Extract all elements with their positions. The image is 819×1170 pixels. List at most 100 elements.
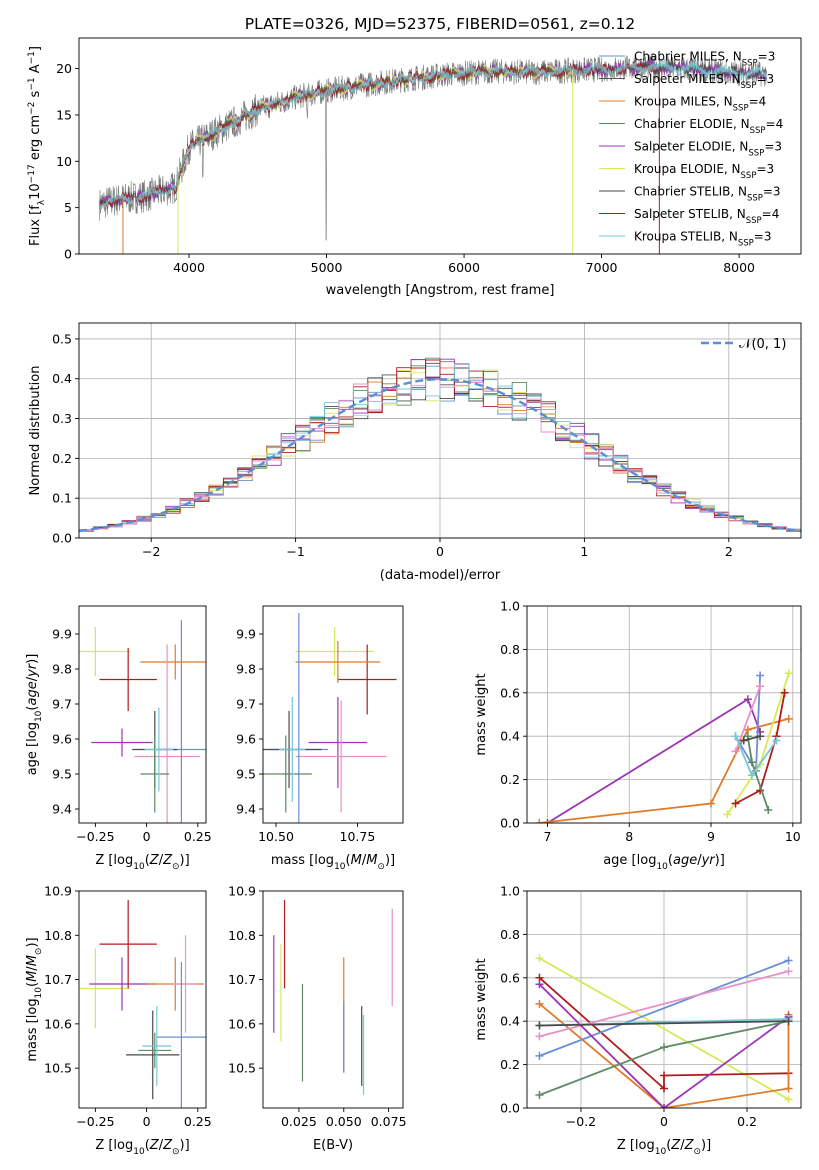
x-tick-label: 0.050 [326, 1114, 362, 1129]
y-tick-label: 0.2 [500, 772, 520, 787]
weight-point-marker [660, 1104, 668, 1108]
legend-entry: 𝒩(0, 1) [739, 337, 786, 352]
weight-series-line [539, 959, 789, 1057]
weight-point-marker [543, 819, 552, 823]
y-tick-label: 0.2 [500, 1057, 520, 1072]
y-tick-label: 10 [56, 154, 72, 169]
x-tick-label: 9 [707, 829, 715, 844]
x-tick-label: −1 [286, 544, 304, 559]
y-tick-label: 0.6 [500, 970, 520, 985]
weight-point-marker [784, 1084, 793, 1093]
legend-entry: Salpeter STELIB, NSSP=4 [634, 207, 779, 226]
weight-point-marker [535, 1051, 544, 1060]
axes-frame [78, 605, 207, 824]
x-tick-label: 0.025 [281, 1114, 317, 1129]
histogram-step-line [79, 378, 801, 533]
weight-point-marker [707, 799, 716, 808]
weight-point-marker [660, 1084, 668, 1093]
weight-point-marker [764, 805, 773, 814]
weight-point-marker [784, 967, 793, 976]
y-tick-label: 10.9 [228, 884, 256, 899]
legend-entry: Kroupa ELODIE, NSSP=3 [634, 162, 774, 181]
y-tick-label: 9.9 [52, 627, 72, 642]
y-tick-label: 1.0 [500, 884, 520, 899]
plot-area [99, 54, 767, 254]
y-tick-label: 10.9 [44, 884, 72, 899]
weight-point-marker [756, 671, 765, 680]
panel-residuals: −2 −1 0 1 2 0.0 0.1 0.2 0.3 0.4 0.5 (data-model)/er… [28, 322, 802, 583]
y-tick-label: 0.6 [500, 685, 520, 700]
y-tick-label: 10.6 [228, 1016, 256, 1031]
x-tick-label: 6000 [448, 260, 480, 275]
weight-point-marker [731, 732, 740, 741]
y-axis-label: mass weight [474, 673, 489, 755]
x-tick-label: 0 [436, 544, 444, 559]
x-axis-label: (data-model)/error [380, 568, 501, 583]
y-tick-label: 10.8 [228, 928, 256, 943]
weight-point-marker [535, 819, 544, 823]
y-tick-label: 0.4 [52, 371, 72, 386]
weight-point-marker [756, 682, 765, 691]
x-tick-label: 4000 [173, 260, 205, 275]
weight-point-marker [535, 980, 544, 989]
y-tick-label: 9.9 [236, 627, 256, 642]
y-tick-label: 9.6 [52, 732, 72, 747]
x-axis-label: Z [log10(Z/Z⊙)] [95, 1138, 189, 1157]
y-tick-label: 10.8 [44, 928, 72, 943]
y-axis-label: Normed distribution [28, 366, 43, 496]
spectrum-model-line [99, 60, 767, 212]
legend: Chabrier MILES, NSSP=3 Salpeter MILES, NS… [599, 50, 783, 249]
y-tick-label: 0.4 [500, 1014, 520, 1029]
x-tick-label: −0.25 [76, 1114, 114, 1129]
y-tick-label: 9.8 [236, 662, 256, 677]
weight-point-marker [784, 714, 793, 723]
weight-point-marker [743, 695, 752, 704]
weight-series-line [539, 717, 789, 823]
y-tick-label: 10.7 [228, 972, 256, 987]
x-axis-label: age [log10(age/yr)] [603, 853, 725, 872]
x-tick-label: 7 [543, 829, 551, 844]
x-tick-label: 7000 [586, 260, 618, 275]
y-axis-label: Flux [fλ10−17 erg cm−2 s−1 A−1] [27, 46, 47, 246]
plot-area [273, 899, 393, 1095]
y-tick-label: 0 [64, 247, 72, 262]
panel-weight_vs_Z: −0.2 0 0.2 0.0 0.2 0.4 0.6 0.8 1.0 Z [log10(Z/Z⊙)… [474, 884, 802, 1157]
y-tick-label: 5 [64, 200, 72, 215]
normal-curve [79, 377, 801, 533]
panel-spectrum: 4000 5000 6000 7000 8000 0 5 10 15 20 wavelength [… [27, 37, 802, 298]
y-tick-label: 9.5 [52, 767, 72, 782]
legend-entry: Kroupa MILES, NSSP=4 [634, 95, 766, 114]
weight-point-marker [535, 1090, 544, 1099]
x-tick-label: 0.25 [184, 1114, 212, 1129]
x-axis-label: wavelength [Angstrom, rest frame] [326, 283, 555, 298]
weight-series-line [539, 1020, 789, 1027]
x-tick-label: 2 [725, 544, 733, 559]
x-tick-label: 8 [625, 829, 633, 844]
weight-point-marker [535, 1021, 544, 1030]
legend-entry: Salpeter ELODIE, NSSP=3 [634, 140, 782, 159]
x-tick-label: −0.25 [76, 829, 114, 844]
x-tick-label: 1 [580, 544, 588, 559]
legend-entry: Chabrier MILES, NSSP=3 [634, 50, 775, 69]
weight-point-marker [535, 954, 544, 963]
legend-entry: Chabrier ELODIE, NSSP=4 [634, 117, 783, 136]
axes-frame [262, 605, 404, 824]
weight-point-marker [731, 799, 740, 808]
y-tick-label: 9.4 [236, 802, 256, 817]
y-axis-label: mass weight [474, 958, 489, 1040]
plot-area [79, 620, 206, 823]
y-tick-label: 9.7 [236, 697, 256, 712]
weight-point-marker [731, 747, 740, 756]
x-tick-label: 0.2 [737, 1114, 757, 1129]
weight-point-marker [780, 688, 789, 697]
plot-area [535, 954, 793, 1108]
y-tick-label: 0.1 [52, 491, 72, 506]
x-tick-label: 0 [143, 1114, 151, 1129]
plot-area [535, 669, 793, 823]
y-tick-label: 10.7 [44, 972, 72, 987]
x-tick-label: 0 [660, 1114, 668, 1129]
weight-series-line [735, 692, 786, 805]
weight-point-marker [784, 669, 793, 678]
x-tick-label: 10.50 [258, 829, 294, 844]
x-tick-label: 8000 [723, 260, 755, 275]
